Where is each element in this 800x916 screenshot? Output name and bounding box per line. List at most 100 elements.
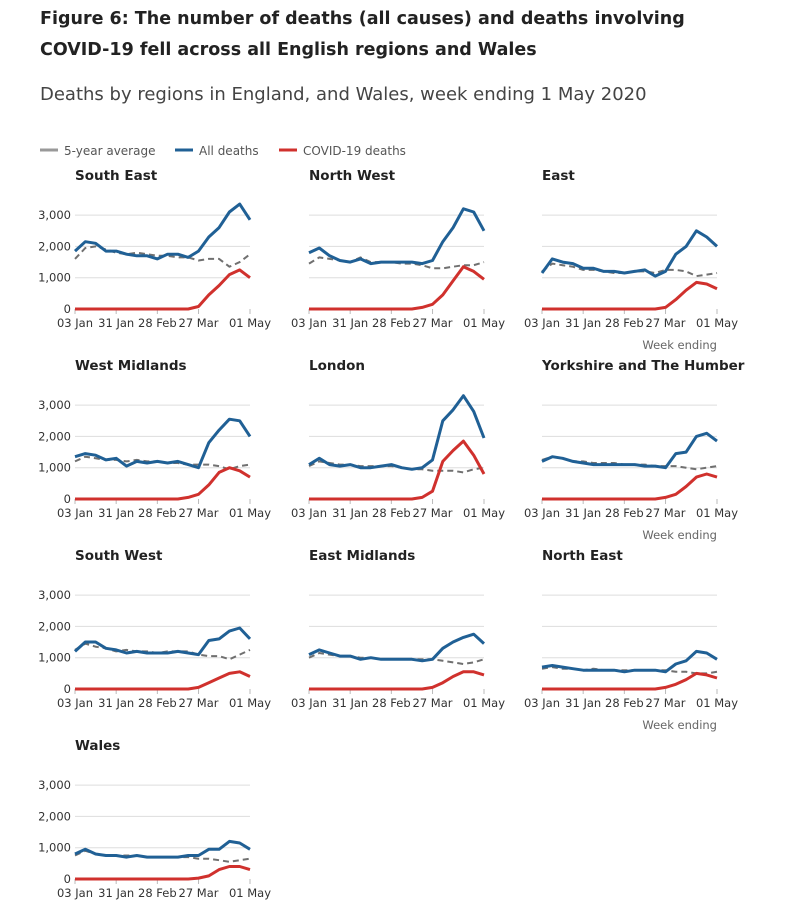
panel-title: London (309, 358, 365, 374)
panel-north-west: North West 03 Jan 31 Jan 28 Feb 27 Mar 01 May (291, 168, 505, 330)
series-line-all (74, 417, 252, 470)
x-tick-label: 27 Mar (646, 506, 686, 520)
x-tick-label: 31 Jan (332, 506, 368, 520)
x-tick-label: 01 May (229, 696, 271, 710)
x-axis-label: Week ending (642, 718, 717, 732)
x-tick-label: 01 May (696, 696, 738, 710)
panel-title: East Midlands (309, 548, 415, 564)
figure-subtitle: Deaths by regions in England, and Wales,… (40, 84, 647, 105)
series-line-covid (75, 268, 251, 311)
y-tick-label: 0 (64, 872, 71, 886)
series-line-covid (309, 670, 485, 691)
y-tick-label: 2,000 (38, 809, 71, 823)
x-tick-label: 03 Jan (57, 886, 93, 900)
panel-london: London 03 Jan 31 Jan 28 Feb 27 Mar 01 May (291, 358, 505, 520)
x-tick-label: 31 Jan (565, 506, 601, 520)
x-tick-label: 31 Jan (565, 316, 601, 330)
series-line-all (541, 431, 718, 470)
y-tick-label: 2,000 (38, 429, 71, 443)
series-line-all (73, 202, 252, 261)
x-tick-label: 28 Feb (138, 506, 177, 520)
x-tick-label: 01 May (229, 316, 271, 330)
x-tick-label: 03 Jan (291, 696, 327, 710)
x-tick-label: 03 Jan (291, 506, 327, 520)
x-tick-label: 31 Jan (332, 696, 368, 710)
x-tick-label: 01 May (229, 886, 271, 900)
x-tick-label: 03 Jan (57, 696, 93, 710)
x-tick-label: 27 Mar (179, 506, 219, 520)
panel-north-east: North East 03 Jan 31 Jan 28 Feb 27 Mar 01 May… (524, 548, 738, 732)
y-tick-label: 0 (64, 492, 71, 506)
series-line-covid (542, 280, 718, 311)
panel-title: South West (75, 548, 163, 564)
panel-title: South East (75, 168, 158, 184)
x-tick-label: 28 Feb (372, 696, 411, 710)
x-tick-label: 28 Feb (138, 696, 177, 710)
y-tick-label: 1,000 (38, 461, 71, 475)
x-tick-label: 03 Jan (291, 316, 327, 330)
y-tick-label: 1,000 (38, 841, 71, 855)
x-tick-label: 28 Feb (605, 696, 644, 710)
x-tick-label: 31 Jan (98, 886, 134, 900)
y-tick-label: 2,000 (38, 239, 71, 253)
x-tick-label: 01 May (463, 696, 505, 710)
legend-label-all: All deaths (199, 144, 259, 158)
x-tick-label: 03 Jan (524, 316, 560, 330)
y-tick-label: 2,000 (38, 619, 71, 633)
x-tick-label: 03 Jan (57, 316, 93, 330)
panel-title: East (542, 168, 575, 184)
x-tick-label: 27 Mar (646, 696, 686, 710)
x-tick-label: 28 Feb (138, 316, 177, 330)
panel-title: North East (542, 548, 623, 564)
x-axis-label: Week ending (642, 338, 717, 352)
x-tick-label: 03 Jan (524, 696, 560, 710)
series-line-all (308, 394, 486, 471)
y-tick-label: 3,000 (38, 208, 71, 222)
y-tick-label: 0 (64, 682, 71, 696)
x-tick-label: 31 Jan (565, 696, 601, 710)
y-tick-label: 1,000 (38, 651, 71, 665)
legend-label-avg: 5-year average (64, 144, 155, 158)
series-line-covid (75, 466, 251, 501)
x-tick-label: 28 Feb (372, 316, 411, 330)
panel-title: West Midlands (75, 358, 187, 374)
series-line-covid (75, 865, 251, 881)
x-tick-label: 03 Jan (524, 506, 560, 520)
panel-wales: Wales 0 1,000 2,000 3,000 03 Jan 31 Jan 28 Feb 2… (38, 738, 271, 900)
y-tick-label: 3,000 (38, 398, 71, 412)
x-tick-label: 27 Mar (413, 506, 453, 520)
x-tick-label: 28 Feb (138, 886, 177, 900)
x-tick-label: 31 Jan (98, 696, 134, 710)
x-tick-label: 03 Jan (57, 506, 93, 520)
x-tick-label: 01 May (696, 316, 738, 330)
series-line-all (540, 229, 719, 278)
series-line-all (73, 626, 252, 657)
x-tick-label: 27 Mar (413, 696, 453, 710)
x-tick-label: 28 Feb (372, 506, 411, 520)
x-tick-label: 27 Mar (179, 886, 219, 900)
legend: 5-year average All deaths COVID-19 deaths (40, 144, 406, 158)
y-tick-label: 3,000 (38, 588, 71, 602)
series-line-all (308, 207, 486, 266)
x-tick-label: 01 May (696, 506, 738, 520)
x-tick-label: 31 Jan (332, 316, 368, 330)
x-tick-label: 01 May (463, 506, 505, 520)
series-line-covid (309, 265, 485, 311)
x-tick-label: 01 May (463, 316, 505, 330)
x-tick-label: 28 Feb (605, 506, 644, 520)
x-tick-label: 27 Mar (179, 316, 219, 330)
series-line-all (541, 649, 718, 674)
panel-title: Wales (75, 738, 120, 754)
panel-south-east: South East 0 1,000 2,000 3,000 03 Jan 31 Jan 28… (38, 168, 271, 330)
series-line-all (308, 632, 486, 663)
series-line-covid (542, 472, 718, 501)
x-tick-label: 31 Jan (98, 506, 134, 520)
x-tick-label: 27 Mar (179, 696, 219, 710)
panel-title: Yorkshire and The Humber (541, 358, 745, 374)
x-tick-label: 27 Mar (646, 316, 686, 330)
panel-title: North West (309, 168, 396, 184)
x-tick-label: 28 Feb (605, 316, 644, 330)
series-line-avg (541, 262, 718, 278)
y-tick-label: 0 (64, 302, 71, 316)
